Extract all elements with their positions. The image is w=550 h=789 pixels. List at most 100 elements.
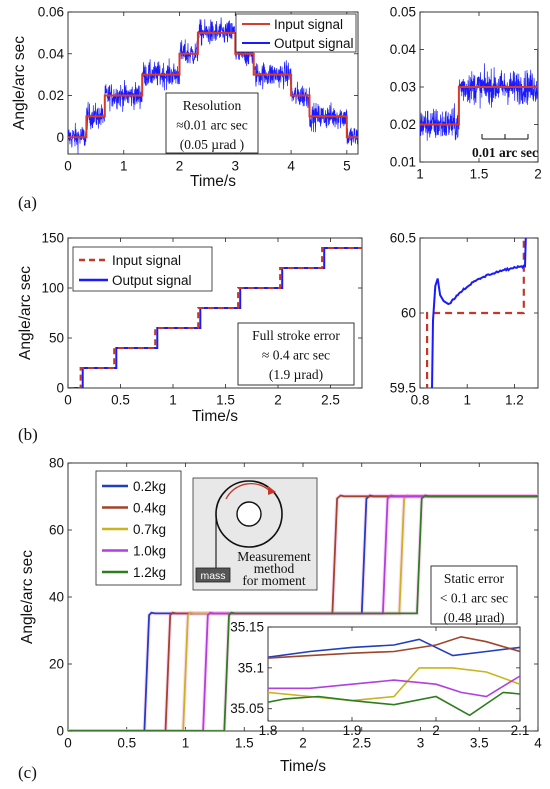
y-tick-label: 20	[49, 657, 64, 672]
x-tick-label: 0	[64, 736, 72, 751]
diagram-caption-1: Measurement	[237, 549, 311, 564]
annotation-box: Static error < 0.1 arc sec (0.48 µrad)	[430, 565, 518, 625]
output-signal-line	[431, 238, 527, 388]
legend-frame	[235, 13, 357, 53]
x-tick-label: 0.5	[117, 736, 136, 751]
legend-label: 0.4kg	[133, 501, 166, 516]
x-tick-label: 1	[120, 159, 128, 174]
c_inset-axes: 1.8 1.9 2 2.1 35.05 35.1 35.15	[230, 620, 529, 739]
x-tick-label: 1.2	[505, 393, 524, 408]
y-tick-label: 0	[56, 130, 64, 145]
legend-label: 1.0kg	[133, 544, 166, 559]
x-tick-label: 4	[287, 159, 295, 174]
legend-c: 0.2kg 0.4kg 0.7kg 1.0kg 1.2kg	[95, 470, 182, 586]
x-tick-label: 3.5	[470, 736, 489, 751]
legend-label-input: Input signal	[112, 253, 181, 268]
mass-label: mass	[200, 570, 225, 582]
inset-series-line-0.4kg	[268, 635, 520, 659]
rotation-arrow-head	[268, 486, 276, 495]
series-line-1.2kg	[68, 494, 538, 731]
panel-label: (c)	[18, 763, 37, 782]
y-tick-label: 0.04	[38, 46, 65, 61]
y-tick-label: 40	[49, 590, 64, 605]
annotation-frame	[165, 92, 259, 154]
x-tick-label: 1.5	[235, 736, 254, 751]
x-tick-label: 2	[274, 393, 282, 408]
b_main-frame	[67, 237, 363, 389]
x-tick-label: 2	[299, 736, 307, 751]
b-plot-area	[68, 247, 362, 388]
inset-series-line-0.2kg	[268, 638, 520, 658]
b_main-axes: 0 0.5 1 1.5 2 2.5 0 50 100 150 Time/s Angle/arc sec…	[17, 231, 363, 444]
legend-b: Input signal Output signal	[72, 246, 213, 292]
y-tick-label: 0.02	[390, 117, 416, 132]
x-tick-label: 3	[232, 159, 240, 174]
y-axis-label: Angle/arc sec	[17, 266, 34, 360]
annotation-line: Resolution	[183, 98, 242, 113]
x-tick-label: 4	[534, 736, 542, 751]
legend-label-input: Input signal	[274, 17, 343, 32]
legend-label: 1.2kg	[133, 565, 166, 580]
annotation-frame	[237, 322, 355, 386]
annotation-line: < 0.1 arc sec	[440, 591, 508, 606]
annotation-line: ≈ 0.4 arc sec	[262, 348, 330, 363]
c_inset-frame	[267, 626, 521, 722]
input-signal-line	[68, 247, 362, 388]
y-tick-label: 0.05	[390, 5, 416, 20]
x-tick-label: 0.8	[411, 393, 430, 408]
annotation-line: (1.9 µrad)	[269, 367, 323, 382]
y-tick-label: 50	[49, 331, 64, 346]
mass-block	[195, 567, 231, 583]
inset-series-line-1.0kg	[268, 675, 520, 698]
annotation-frame	[430, 565, 518, 625]
legend-label-output: Output signal	[274, 36, 354, 51]
annotation-box: Resolution ≈0.01 arc sec (0.05 µrad )	[165, 92, 259, 154]
diagram-caption-3: for moment	[242, 573, 306, 588]
input-signal-line	[426, 238, 525, 388]
pulley-inner	[236, 501, 262, 527]
annotation-line: Static error	[444, 571, 505, 586]
x-tick-label: 1.5	[216, 393, 235, 408]
a-plot-area	[68, 17, 358, 154]
y-axis-label: Angle/arc sec	[11, 36, 28, 130]
a_main-frame	[67, 11, 359, 155]
y-tick-label: 0.01	[390, 155, 416, 170]
x-tick-label: 2.5	[321, 393, 340, 408]
inset-series-line-1.2kg	[268, 691, 520, 717]
legend-label: 0.2kg	[133, 479, 166, 494]
c-plot-area	[68, 493, 538, 731]
y-tick-label: 60	[401, 306, 416, 321]
annotation-line: (0.05 µrad )	[180, 137, 244, 152]
legend-label-output: Output signal	[112, 273, 192, 288]
x-axis-label: Time/s	[190, 173, 236, 190]
b-inset-plot-area	[426, 238, 527, 388]
a_main-axes: 0 1 2 3 4 5 0 0.02 0.04 0.06 Time/s Angle/arc sec (a…	[11, 5, 359, 212]
x-tick-label: 0.5	[111, 393, 130, 408]
y-tick-label: 150	[41, 231, 64, 246]
rotation-arrow	[225, 483, 272, 500]
c_main-axes: 0 0.5 1 1.5 2 2.5 3 3.5 4020406080Time/sAngle/ar…	[18, 456, 542, 783]
legend-label: 0.7kg	[133, 522, 166, 537]
y-axis-label: Angle/arc sec	[19, 550, 36, 644]
panel-label: (b)	[18, 425, 38, 444]
y-tick-label: 0	[56, 381, 64, 396]
y-tick-label: 0.03	[390, 80, 416, 95]
x-tick-label: 0	[64, 393, 72, 408]
x-tick-label: 1.5	[470, 167, 489, 182]
scale-bar-label: 0.01 arc sec	[472, 145, 538, 160]
b_inset-axes: 0.8 1 1.2 59.5 60 60.5	[390, 231, 539, 408]
y-tick-label: 35.15	[230, 620, 264, 635]
annotation-line: ≈0.01 arc sec	[176, 118, 248, 133]
annotation-line: Full stroke error	[252, 328, 340, 343]
x-axis-label: Time/s	[192, 408, 238, 425]
diagram-caption-2: method	[254, 561, 295, 576]
y-tick-label: 59.5	[390, 381, 416, 396]
x-tick-label: 1	[416, 167, 424, 182]
c-inset-plot-area	[268, 635, 520, 717]
y-tick-label: 60	[49, 523, 64, 538]
input-signal-line	[68, 31, 358, 139]
annotation-box: Full stroke error ≈ 0.4 arc sec (1.9 µrad)	[237, 322, 355, 386]
x-tick-label: 2	[432, 723, 440, 738]
output-signal-line	[420, 63, 538, 141]
